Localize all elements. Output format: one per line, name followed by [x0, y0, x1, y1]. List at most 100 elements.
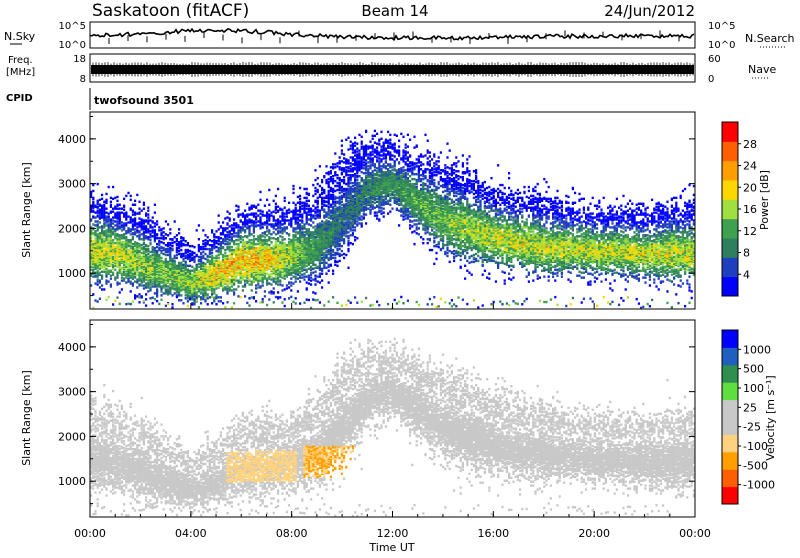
power-cell	[317, 206, 319, 208]
power-cell	[242, 285, 244, 287]
power-cell	[204, 234, 206, 236]
power-cell	[116, 200, 118, 202]
power-cell	[257, 224, 259, 226]
power-cell	[149, 251, 151, 253]
power-cell	[277, 218, 279, 220]
power-cell	[218, 300, 220, 302]
power-cell	[160, 257, 162, 259]
power-cell	[317, 275, 319, 277]
power-cell	[235, 274, 237, 276]
power-cell	[220, 237, 222, 239]
power-cell	[119, 282, 121, 284]
power-cell	[237, 229, 239, 231]
power-cell	[149, 242, 151, 244]
power-cell	[244, 295, 246, 297]
power-cell	[231, 261, 233, 263]
power-cell	[123, 277, 125, 279]
power-cell	[222, 264, 224, 266]
power-cell	[295, 204, 297, 206]
power-cell	[114, 233, 116, 235]
power-cell	[268, 282, 270, 284]
power-cell	[286, 226, 288, 228]
power-cell	[270, 283, 272, 285]
power-cell	[105, 242, 107, 244]
power-cell	[154, 247, 156, 249]
power-cell	[248, 244, 250, 246]
power-cell	[134, 217, 136, 219]
power-cell	[119, 291, 121, 293]
power-cell	[310, 276, 312, 278]
power-cell	[215, 303, 217, 305]
power-cell	[314, 169, 316, 171]
power-cell	[330, 194, 332, 196]
power-cell	[246, 203, 248, 205]
power-cell	[279, 230, 281, 232]
power-cell	[145, 248, 147, 250]
power-cell	[297, 216, 299, 218]
power-cell	[275, 241, 277, 243]
power-cell	[99, 298, 101, 300]
power-cell	[290, 289, 292, 291]
power-cell	[114, 228, 116, 230]
power-cell	[103, 238, 105, 240]
power-cell	[167, 254, 169, 256]
power-cell	[226, 241, 228, 243]
power-cell	[314, 193, 316, 195]
power-cell	[182, 264, 184, 266]
power-cell	[279, 279, 281, 281]
power-cell	[248, 268, 250, 270]
power-cell	[123, 208, 125, 210]
power-cell	[112, 303, 114, 305]
date-label: 24/Jun/2012	[604, 2, 695, 20]
power-cell	[297, 290, 299, 292]
power-cell	[152, 229, 154, 231]
power-cell	[229, 217, 231, 219]
power-cell	[176, 234, 178, 236]
power-cell	[262, 210, 264, 212]
power-cell	[273, 215, 275, 217]
power-cell	[218, 214, 220, 216]
power-cell	[187, 249, 189, 251]
power-cell	[119, 234, 121, 236]
power-cell	[286, 219, 288, 221]
power-cell	[143, 287, 145, 289]
power-cell	[314, 283, 316, 285]
power-cell	[176, 265, 178, 267]
power-cell	[319, 165, 321, 167]
power-cell	[114, 300, 116, 302]
power-cell	[248, 239, 250, 241]
power-cell	[299, 206, 301, 208]
power-cell	[246, 276, 248, 278]
power-cell	[110, 270, 112, 272]
power-cell	[233, 302, 235, 304]
power-cell	[231, 227, 233, 229]
power-cell	[281, 208, 283, 210]
power-cell	[218, 254, 220, 256]
power-cell	[220, 300, 222, 302]
power-cell	[306, 200, 308, 202]
power-cell	[147, 248, 149, 250]
power-cell	[224, 227, 226, 229]
power-cell	[323, 204, 325, 206]
power-cell	[299, 223, 301, 225]
power-cell	[213, 288, 215, 290]
power-cell	[330, 204, 332, 206]
power-cell	[121, 234, 123, 236]
power-cell	[328, 300, 330, 302]
power-cell	[226, 283, 228, 285]
power-cell	[94, 230, 96, 232]
noise-left-tick-low: 10^0	[59, 40, 86, 51]
power-cell	[275, 203, 277, 205]
power-cell	[191, 270, 193, 272]
power-cell	[218, 296, 220, 298]
power-cell	[147, 228, 149, 230]
power-cell	[127, 192, 129, 194]
power-cell	[141, 238, 143, 240]
power-cell	[165, 288, 167, 290]
power-cell	[295, 302, 297, 304]
power-cell	[297, 244, 299, 246]
power-cell	[233, 227, 235, 229]
power-cell	[292, 282, 294, 284]
power-cell	[204, 258, 206, 260]
power-cell	[108, 270, 110, 272]
